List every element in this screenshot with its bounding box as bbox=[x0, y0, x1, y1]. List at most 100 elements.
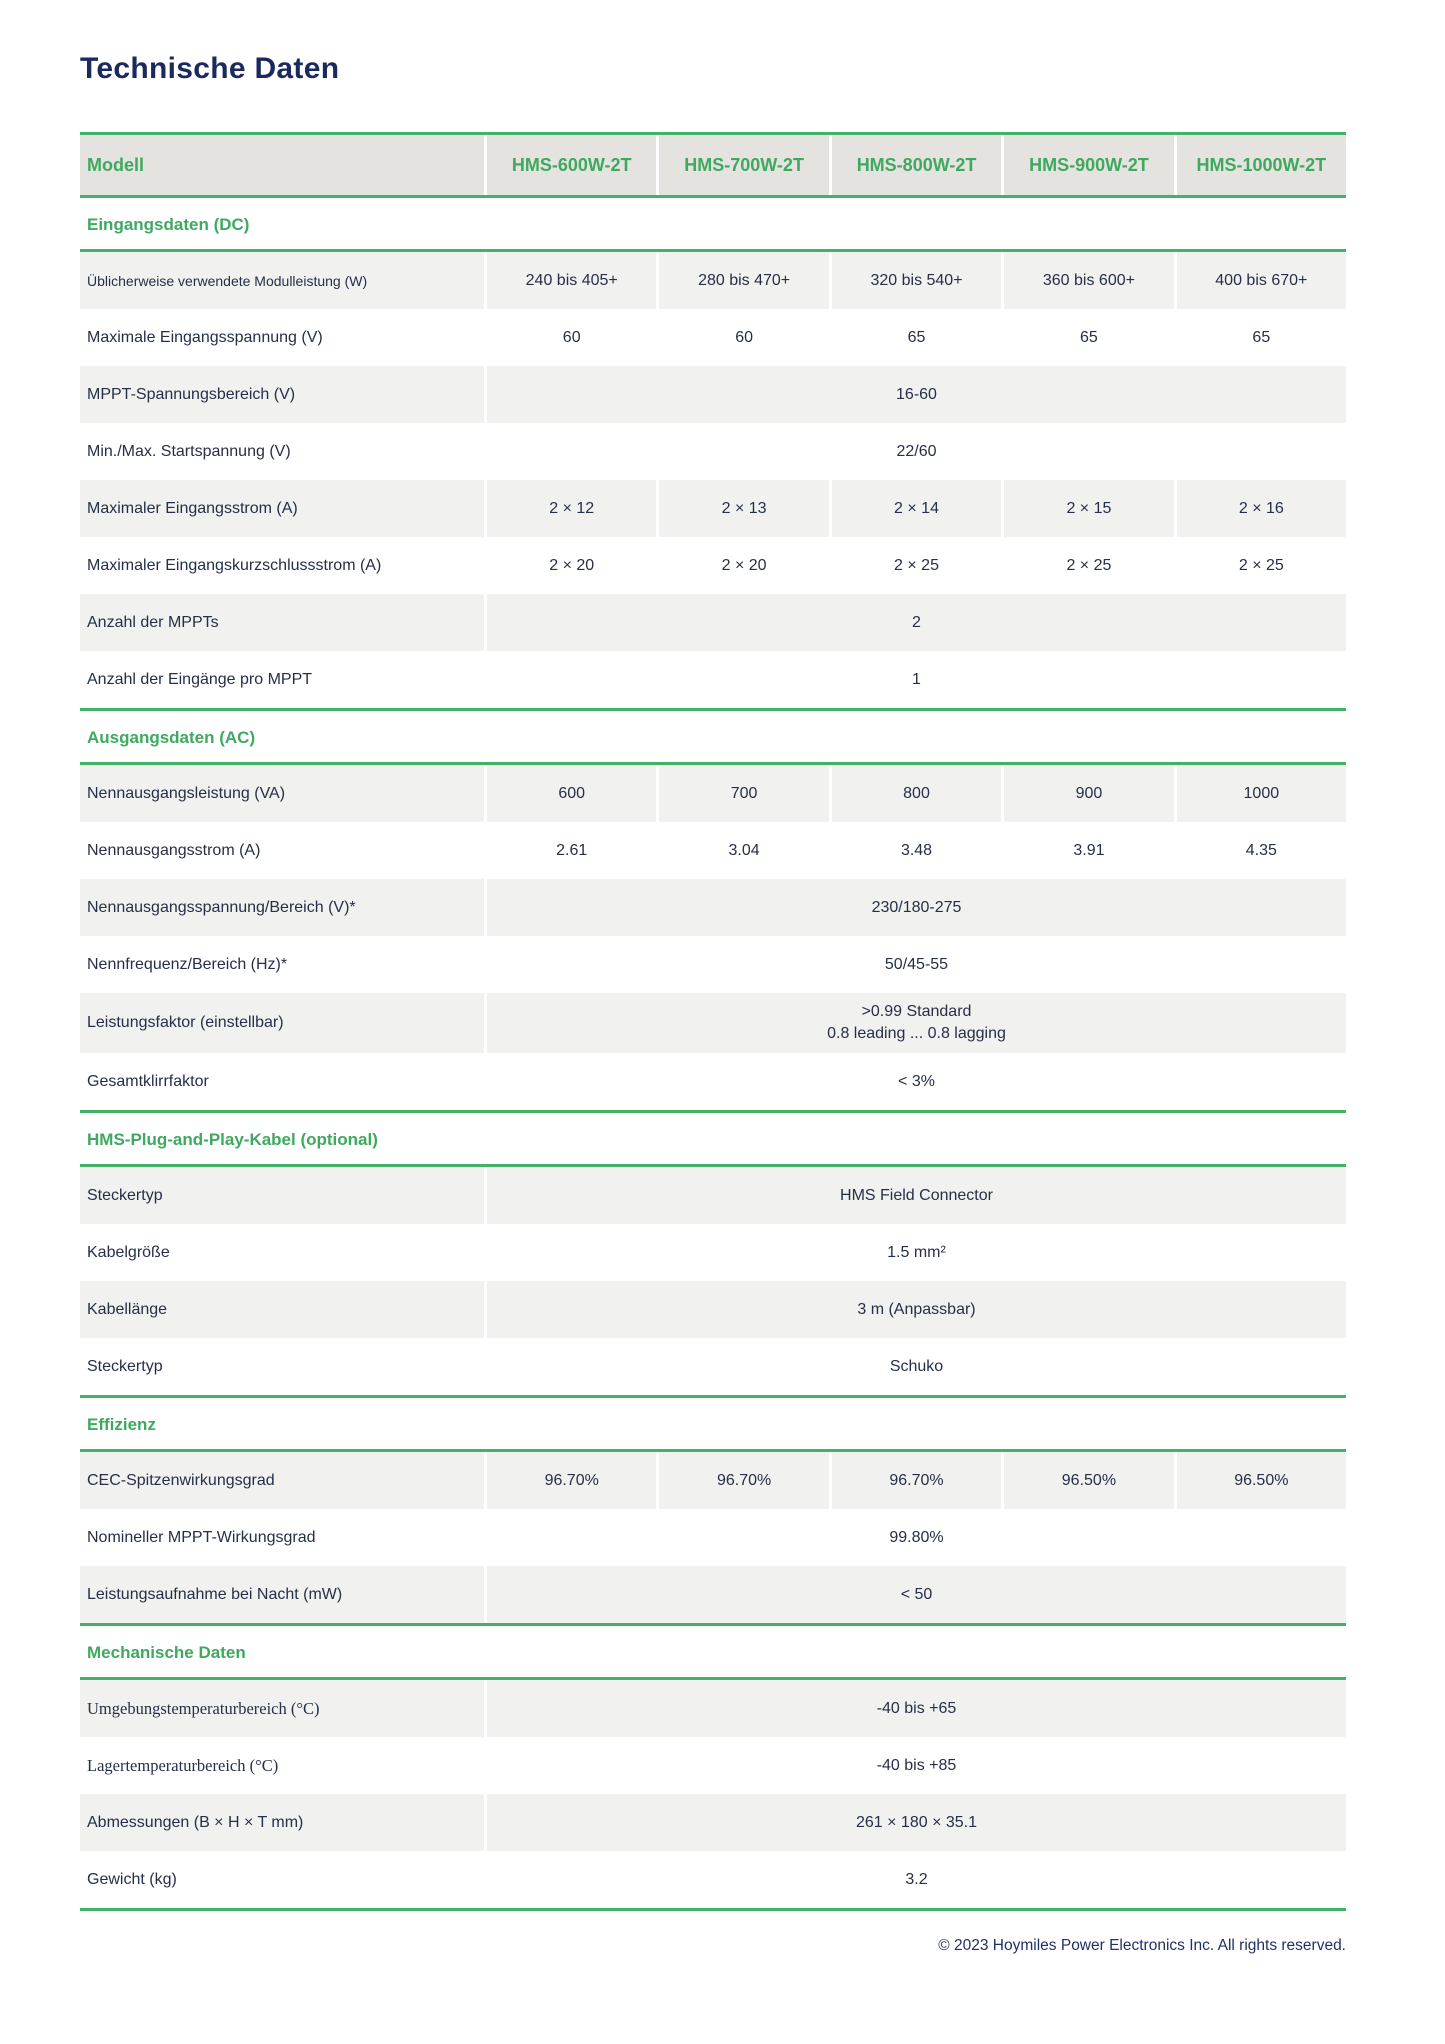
cell-value: 280 bis 470+ bbox=[659, 252, 829, 309]
cell-value: 2 × 20 bbox=[721, 556, 767, 574]
merged-cell-value: 2 bbox=[487, 594, 1346, 651]
merged-cell-value: -40 bis +85 bbox=[487, 1737, 1346, 1794]
cell-value: 65 bbox=[1252, 328, 1271, 346]
cell-value: 60 bbox=[735, 328, 753, 346]
table-row: Nennausgangsspannung/Bereich (V)* 230/180… bbox=[80, 879, 1346, 936]
cell-value: 2 × 13 bbox=[659, 480, 829, 537]
merged-cell-line: 99.80% bbox=[889, 1528, 944, 1546]
table-row: Leistungsaufnahme bei Nacht (mW) < 50 bbox=[80, 1566, 1346, 1623]
cell-value: 65 bbox=[1080, 328, 1098, 346]
table-row: Kabelgröße 1.5 mm² bbox=[80, 1224, 1346, 1281]
table-header-row: Modell HMS-600W-2T HMS-700W-2T HMS-800W-2T… bbox=[80, 132, 1347, 198]
row-label: Umgebungstemperaturbereich (°C) bbox=[80, 1680, 484, 1737]
row-label: Anzahl der Eingänge pro MPPT bbox=[87, 670, 313, 688]
section-rows: Üblicherweise verwendete Modulleistung (… bbox=[80, 252, 1347, 711]
merged-cell-line: >0.99 Standard bbox=[861, 1003, 972, 1020]
merged-cell-line: 50/45-55 bbox=[884, 955, 949, 973]
table-row: Üblicherweise verwendete Modulleistung (… bbox=[80, 252, 1347, 309]
row-label: Leistungsaufnahme bei Nacht (mW) bbox=[80, 1566, 484, 1623]
cell-value: 600 bbox=[487, 765, 657, 822]
row-label: Min./Max. Startspannung (V) bbox=[87, 442, 291, 460]
merged-cell-line: 3 m (Anpassbar) bbox=[857, 1300, 976, 1318]
merged-cell-value: HMS Field Connector bbox=[487, 1167, 1346, 1224]
copyright-footer: © 2023 Hoymiles Power Electronics Inc. A… bbox=[938, 1937, 1346, 1954]
model-column-header: HMS-600W-2T bbox=[487, 135, 657, 195]
cell-value: 65 bbox=[907, 328, 926, 346]
merged-cell-line: 0.8 leading ... 0.8 lagging bbox=[827, 1025, 1006, 1042]
row-label: Üblicherweise verwendete Modulleistung (… bbox=[80, 252, 484, 309]
table-row: Kabellänge 3 m (Anpassbar) bbox=[80, 1281, 1346, 1338]
page-title: Technische Daten bbox=[80, 52, 340, 85]
cell-value: 3.04 bbox=[728, 841, 760, 859]
table-row: Gewicht (kg) 3.2 bbox=[80, 1851, 1346, 1908]
row-label: Kabellänge bbox=[80, 1281, 484, 1338]
row-label: Steckertyp bbox=[80, 1167, 484, 1224]
row-label: Lagertemperaturbereich (°C) bbox=[87, 1755, 279, 1775]
table-row: Nomineller MPPT-Wirkungsgrad 99.80% bbox=[80, 1509, 1346, 1566]
model-column-header: HMS-1000W-2T bbox=[1176, 135, 1347, 195]
table-row: Maximale Eingangsspannung (V) 60 60 65 65 65 bbox=[80, 309, 1346, 366]
table-row: Lagertemperaturbereich (°C) -40 bis +85 bbox=[80, 1737, 1346, 1794]
cell-value: 96.70% bbox=[659, 1452, 829, 1509]
merged-cell-line: 230/180-275 bbox=[871, 898, 962, 916]
merged-cell-value: < 3% bbox=[487, 1053, 1346, 1110]
cell-value: 3.48 bbox=[900, 841, 933, 859]
merged-cell-line: -40 bis +85 bbox=[876, 1756, 957, 1774]
row-label: Nennausgangsstrom (A) bbox=[87, 841, 261, 859]
row-label: MPPT-Spannungsbereich (V) bbox=[80, 366, 484, 423]
cell-value: 96.50% bbox=[1004, 1452, 1174, 1509]
merged-cell-line: HMS Field Connector bbox=[840, 1186, 993, 1204]
table-row: Abmessungen (B × H × T mm) 261 × 180 × 35… bbox=[80, 1794, 1346, 1851]
cell-value: 2 × 16 bbox=[1176, 480, 1347, 537]
table-row: Anzahl der Eingänge pro MPPT 1 bbox=[80, 651, 1346, 708]
section-rows: Steckertyp HMS Field Connector Kabelgröße 1… bbox=[80, 1167, 1346, 1398]
row-label: CEC-Spitzenwirkungsgrad bbox=[80, 1452, 484, 1509]
cell-value: 400 bis 670+ bbox=[1176, 252, 1347, 309]
table-row: Maximaler Eingangsstrom (A) 2 × 12 2 × 13 2… bbox=[80, 480, 1347, 537]
merged-cell-line: 1.5 mm² bbox=[887, 1243, 946, 1261]
cell-value: 96.50% bbox=[1176, 1452, 1347, 1509]
merged-cell-value: < 50 bbox=[487, 1566, 1346, 1623]
merged-cell-line: 261 × 180 × 35.1 bbox=[856, 1813, 977, 1831]
model-column-header: HMS-700W-2T bbox=[659, 135, 829, 195]
row-label: Gesamtklirrfaktor bbox=[87, 1072, 209, 1090]
section-rows: Nennausgangsleistung (VA) 600 700 800 900 100… bbox=[80, 765, 1347, 1113]
table-row: Anzahl der MPPTs 2 bbox=[80, 594, 1346, 651]
merged-cell-value: 261 × 180 × 35.1 bbox=[487, 1794, 1346, 1851]
cell-value: 60 bbox=[562, 328, 581, 346]
merged-cell-value: 16-60 bbox=[487, 366, 1346, 423]
cell-value: 96.70% bbox=[487, 1452, 657, 1509]
cell-value: 96.70% bbox=[831, 1452, 1002, 1509]
merged-cell-line: 2 bbox=[912, 613, 921, 631]
section-title: Mechanische Daten bbox=[80, 1626, 1346, 1680]
row-label: Maximaler Eingangskurzschlussstrom (A) bbox=[87, 556, 382, 574]
table-row: CEC-Spitzenwirkungsgrad 96.70% 96.70% 96.70… bbox=[80, 1452, 1347, 1509]
cell-value: 800 bbox=[831, 765, 1002, 822]
section-title: Effizienz bbox=[80, 1398, 1346, 1452]
row-label: Nennausgangsleistung (VA) bbox=[80, 765, 484, 822]
row-label: Kabelgröße bbox=[87, 1243, 170, 1261]
merged-cell-line: Schuko bbox=[889, 1357, 944, 1375]
merged-cell-line: 1 bbox=[912, 670, 921, 688]
table-row: Steckertyp HMS Field Connector bbox=[80, 1167, 1346, 1224]
section-title: Eingangsdaten (DC) bbox=[80, 198, 1346, 252]
table-row: Leistungsfaktor (einstellbar) >0.99 Stand… bbox=[80, 993, 1346, 1053]
section-rows: Umgebungstemperaturbereich (°C) -40 bis +… bbox=[80, 1680, 1346, 1911]
cell-value: 360 bis 600+ bbox=[1004, 252, 1174, 309]
merged-cell-value: >0.99 Standard 0.8 leading ... 0.8 laggin… bbox=[487, 993, 1346, 1053]
row-label: Nomineller MPPT-Wirkungsgrad bbox=[87, 1528, 316, 1546]
merged-cell-value: 1 bbox=[487, 651, 1346, 708]
table-row: Umgebungstemperaturbereich (°C) -40 bis +… bbox=[80, 1680, 1346, 1737]
merged-cell-value: 99.80% bbox=[487, 1509, 1346, 1566]
row-label: Nennfrequenz/Bereich (Hz)* bbox=[87, 955, 288, 973]
cell-value: 240 bis 405+ bbox=[487, 252, 657, 309]
row-label: Anzahl der MPPTs bbox=[80, 594, 484, 651]
cell-value: 2 × 25 bbox=[894, 556, 939, 574]
cell-value: 320 bis 540+ bbox=[831, 252, 1002, 309]
table-row: Min./Max. Startspannung (V) 22/60 bbox=[80, 423, 1346, 480]
table-row: Nennausgangsstrom (A) 2.61 3.04 3.48 3.91 4.3… bbox=[80, 822, 1346, 879]
cell-value: 2 × 14 bbox=[831, 480, 1002, 537]
merged-cell-line: -40 bis +65 bbox=[876, 1699, 957, 1717]
cell-value: 2 × 25 bbox=[1238, 556, 1284, 574]
